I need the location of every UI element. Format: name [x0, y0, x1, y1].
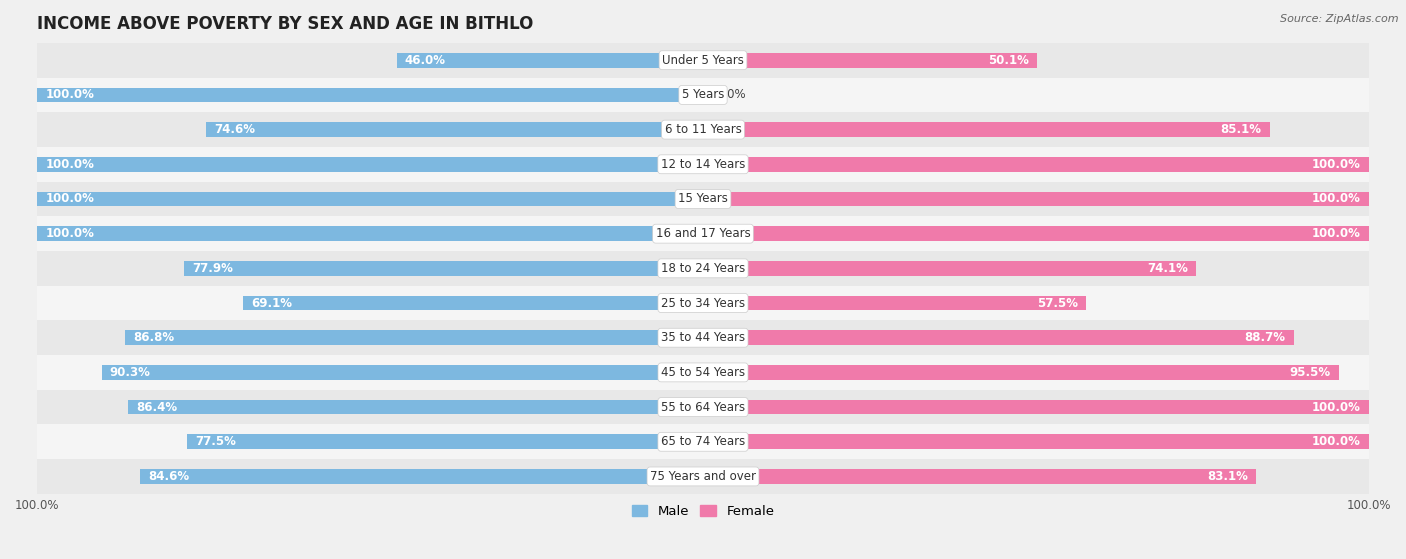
Bar: [37, 157, 703, 172]
Bar: [37, 43, 1369, 78]
Bar: [37, 424, 1369, 459]
Text: 85.1%: 85.1%: [1220, 123, 1261, 136]
Bar: [37, 112, 1369, 147]
Bar: [128, 400, 703, 414]
Bar: [37, 286, 1369, 320]
Text: 16 and 17 Years: 16 and 17 Years: [655, 227, 751, 240]
Text: 77.9%: 77.9%: [193, 262, 233, 275]
Text: 86.8%: 86.8%: [134, 331, 174, 344]
Bar: [703, 330, 1294, 345]
Text: 100.0%: 100.0%: [1312, 227, 1361, 240]
Bar: [37, 390, 1369, 424]
Bar: [187, 434, 703, 449]
Text: 100.0%: 100.0%: [1312, 192, 1361, 206]
Text: 74.6%: 74.6%: [214, 123, 256, 136]
Bar: [37, 192, 703, 206]
Text: 15 Years: 15 Years: [678, 192, 728, 206]
Text: 77.5%: 77.5%: [195, 435, 236, 448]
Bar: [125, 330, 703, 345]
Text: 25 to 34 Years: 25 to 34 Years: [661, 296, 745, 310]
Text: 100.0%: 100.0%: [1312, 435, 1361, 448]
Text: 6 to 11 Years: 6 to 11 Years: [665, 123, 741, 136]
Bar: [703, 192, 1369, 206]
Bar: [396, 53, 703, 68]
Bar: [703, 469, 1256, 484]
Bar: [703, 157, 1369, 172]
Legend: Male, Female: Male, Female: [626, 500, 780, 523]
Text: 57.5%: 57.5%: [1036, 296, 1078, 310]
Text: 35 to 44 Years: 35 to 44 Years: [661, 331, 745, 344]
Text: 50.1%: 50.1%: [987, 54, 1029, 67]
Bar: [37, 78, 1369, 112]
Bar: [37, 182, 1369, 216]
Text: 69.1%: 69.1%: [250, 296, 292, 310]
Bar: [703, 434, 1369, 449]
Bar: [703, 261, 1197, 276]
Text: 12 to 14 Years: 12 to 14 Years: [661, 158, 745, 171]
Text: 55 to 64 Years: 55 to 64 Years: [661, 401, 745, 414]
Bar: [101, 365, 703, 380]
Bar: [207, 122, 703, 137]
Bar: [703, 365, 1339, 380]
Bar: [243, 296, 703, 310]
Text: 88.7%: 88.7%: [1244, 331, 1285, 344]
Text: 100.0%: 100.0%: [1312, 401, 1361, 414]
Text: INCOME ABOVE POVERTY BY SEX AND AGE IN BITHLO: INCOME ABOVE POVERTY BY SEX AND AGE IN B…: [37, 15, 534, 33]
Bar: [37, 226, 703, 241]
Text: 45 to 54 Years: 45 to 54 Years: [661, 366, 745, 379]
Text: 86.4%: 86.4%: [136, 401, 177, 414]
Bar: [184, 261, 703, 276]
Text: 65 to 74 Years: 65 to 74 Years: [661, 435, 745, 448]
Bar: [703, 122, 1270, 137]
Text: 84.6%: 84.6%: [148, 470, 188, 483]
Text: 5 Years: 5 Years: [682, 88, 724, 101]
Bar: [37, 88, 703, 102]
Text: 46.0%: 46.0%: [405, 54, 446, 67]
Text: Source: ZipAtlas.com: Source: ZipAtlas.com: [1281, 14, 1399, 24]
Text: 100.0%: 100.0%: [45, 192, 94, 206]
Text: 95.5%: 95.5%: [1289, 366, 1331, 379]
Text: 100.0%: 100.0%: [1312, 158, 1361, 171]
Bar: [703, 226, 1369, 241]
Bar: [37, 147, 1369, 182]
Bar: [37, 320, 1369, 355]
Text: 100.0%: 100.0%: [45, 158, 94, 171]
Bar: [37, 355, 1369, 390]
Bar: [37, 216, 1369, 251]
Text: 74.1%: 74.1%: [1147, 262, 1188, 275]
Bar: [703, 400, 1369, 414]
Bar: [139, 469, 703, 484]
Text: Under 5 Years: Under 5 Years: [662, 54, 744, 67]
Bar: [37, 459, 1369, 494]
Text: 18 to 24 Years: 18 to 24 Years: [661, 262, 745, 275]
Text: 100.0%: 100.0%: [45, 88, 94, 101]
Text: 90.3%: 90.3%: [110, 366, 150, 379]
Text: 75 Years and over: 75 Years and over: [650, 470, 756, 483]
Text: 83.1%: 83.1%: [1208, 470, 1249, 483]
Bar: [703, 296, 1085, 310]
Text: 100.0%: 100.0%: [45, 227, 94, 240]
Bar: [703, 53, 1036, 68]
Bar: [37, 251, 1369, 286]
Text: 0.0%: 0.0%: [716, 88, 747, 101]
